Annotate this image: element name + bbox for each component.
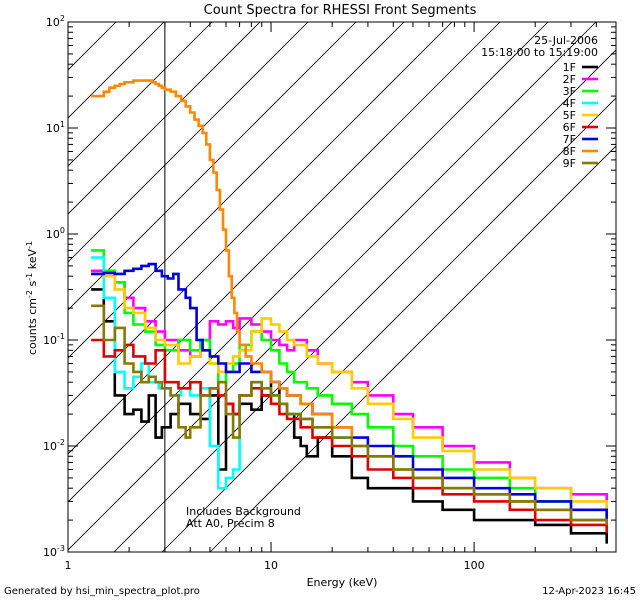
- y-axis-label: counts cm-2 s-1 keV-1: [25, 241, 39, 355]
- legend-label-7f: 7F: [563, 133, 576, 146]
- time-range-label: 15:18:00 to 15:19:00: [481, 46, 598, 59]
- background-note: Includes Background: [186, 505, 301, 518]
- y-label-exp2: -1: [25, 273, 34, 281]
- legend-label-4f: 4F: [563, 97, 576, 110]
- legend-label-6f: 6F: [563, 121, 576, 134]
- hatch-line: [68, 22, 597, 551]
- hatch-line: [68, 22, 309, 263]
- hatch-line: [68, 22, 117, 71]
- legend-label-1f: 1F: [563, 61, 576, 74]
- y-label-end: keV: [26, 249, 39, 273]
- hatch-line: [68, 22, 261, 215]
- y-axis-ticks: 10-3 10-2 10-1 100 101 102: [43, 14, 616, 559]
- legend-label-2f: 2F: [563, 73, 576, 86]
- hatched-region: [68, 22, 616, 552]
- y-tick-label: 102: [46, 14, 65, 29]
- generated-by-note: Generated by hsi_min_spectra_plot.pro: [4, 586, 200, 597]
- hatch-line: [68, 22, 213, 167]
- chart-title: Count Spectra for RHESSI Front Segments: [204, 3, 477, 18]
- y-label-mid: s: [26, 280, 39, 289]
- legend-label-5f: 5F: [563, 109, 576, 122]
- legend-label-8f: 8F: [563, 145, 576, 158]
- x-axis-ticks: 1 10 100: [65, 22, 617, 572]
- plot-frame: [67, 21, 617, 553]
- y-tick-label: 10-1: [43, 332, 65, 347]
- series-line-3f: [91, 249, 608, 521]
- hatch-line: [68, 22, 165, 119]
- y-tick-label: 10-2: [43, 438, 65, 453]
- hatch-line: [68, 22, 501, 455]
- hatch-line: [113, 49, 616, 552]
- y-label-main: counts cm: [26, 298, 39, 355]
- y-tick-label: 10-3: [43, 544, 65, 559]
- hatch-line: [209, 145, 616, 552]
- x-tick-label: 10: [264, 559, 278, 572]
- date-label: 25-Jul-2006: [534, 34, 598, 47]
- legend-label-3f: 3F: [563, 85, 576, 98]
- hatch-line: [68, 22, 453, 407]
- series-lines: [91, 79, 608, 544]
- y-tick-label: 101: [46, 120, 65, 135]
- hatch-line: [68, 22, 357, 311]
- hatch-line: [68, 22, 405, 359]
- x-tick-label: 100: [464, 559, 485, 572]
- series-line-9f: [91, 304, 608, 525]
- hatch-line: [161, 97, 616, 552]
- series-line-7f: [91, 262, 608, 521]
- x-tick-label: 1: [65, 559, 72, 572]
- y-label-exp1: -2: [25, 290, 34, 298]
- series-line-8f: [91, 79, 608, 525]
- hatch-line: [68, 22, 549, 503]
- series-line-1f: [91, 288, 608, 544]
- series-line-4f: [91, 256, 608, 525]
- attenuator-note: Att A0, Precim 8: [186, 517, 275, 530]
- y-tick-label: 100: [46, 226, 65, 241]
- series-line-5f: [91, 272, 608, 510]
- y-label-exp3: -1: [25, 241, 34, 249]
- legend-label-9f: 9F: [563, 157, 576, 170]
- footer-timestamp: 12-Apr-2023 16:45: [542, 586, 636, 597]
- x-axis-label: Energy (keV): [307, 576, 378, 589]
